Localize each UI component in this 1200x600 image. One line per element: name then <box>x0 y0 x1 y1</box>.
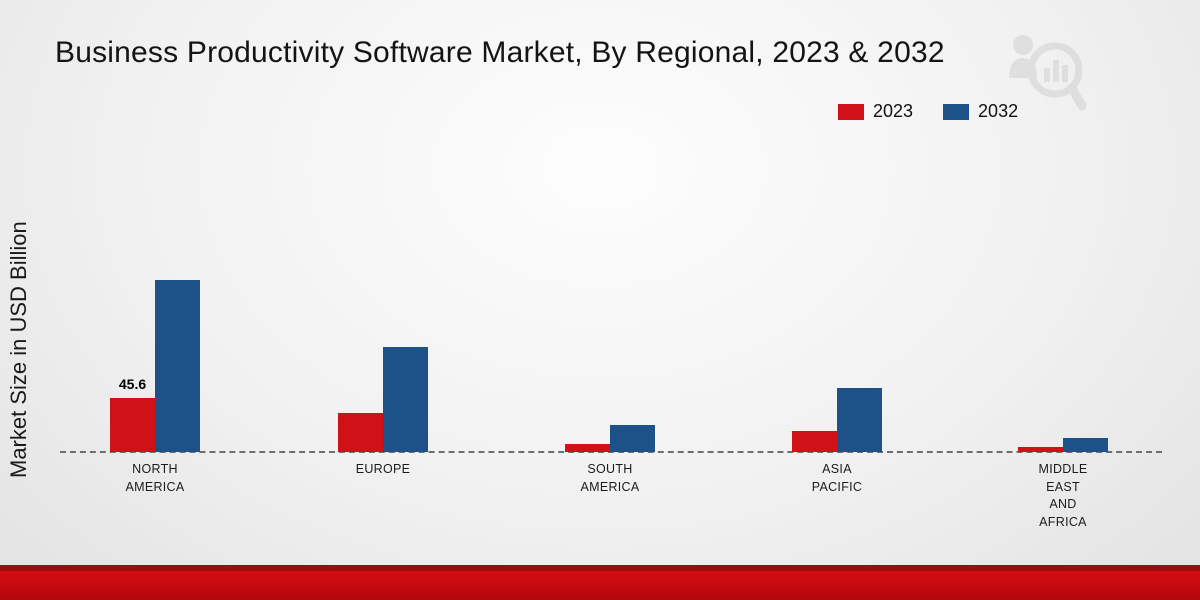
legend-item-2023: 2023 <box>838 101 913 122</box>
legend-label-2032: 2032 <box>978 101 1019 121</box>
bar-value-label: 45.6 <box>118 376 147 392</box>
legend: 2023 2032 <box>838 101 1018 122</box>
logo-watermark <box>1009 35 1087 111</box>
x-axis-category-label: MIDDLE EAST AND AFRICA <box>1038 462 1088 529</box>
footer-accent-line <box>0 565 1200 571</box>
x-axis-baseline <box>60 451 1162 453</box>
x-axis-category-label: SOUTH AMERICA <box>580 462 640 494</box>
x-axis-category-label: EUROPE <box>355 462 411 476</box>
x-axis-category-label: ASIA PACIFIC <box>811 462 863 494</box>
x-axis-category-label: NORTH AMERICA <box>125 462 185 494</box>
bar-2032-asia-pacific <box>837 388 882 452</box>
bar-2023-middle-east-and-africa <box>1018 447 1063 452</box>
bar-2032-north-america <box>155 280 200 452</box>
bar-2023-europe <box>338 413 383 452</box>
footer-brand-band <box>0 571 1200 600</box>
bar-2032-europe <box>383 347 428 452</box>
legend-swatch-2032-icon <box>943 103 970 120</box>
legend-swatch-2023-icon <box>838 103 864 120</box>
legend-label-2023: 2023 <box>873 101 914 121</box>
bar-2023-asia-pacific <box>792 431 837 452</box>
bar-2032-middle-east-and-africa <box>1063 438 1108 452</box>
bar-2032-south-america <box>610 425 655 452</box>
bar-2023-south-america <box>565 444 610 452</box>
legend-item-2032: 2032 <box>943 101 1018 122</box>
chart-title: Business Productivity Software Market, B… <box>55 36 945 69</box>
bar-2023-north-america <box>110 398 155 452</box>
